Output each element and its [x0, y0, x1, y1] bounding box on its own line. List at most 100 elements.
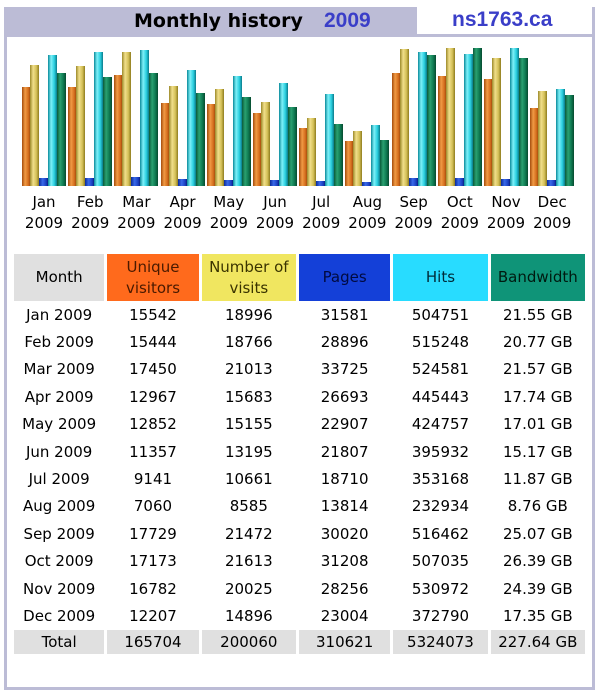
cell-unique-visitors: 16782	[129, 579, 177, 598]
bar-group	[68, 40, 113, 186]
bar-vi	[353, 131, 363, 186]
x-axis-label-year: 2009	[117, 214, 156, 232]
bar-vi	[168, 86, 178, 186]
cell-total-hits: 5324073	[393, 629, 488, 654]
bar-uv	[484, 79, 493, 186]
bar-group	[114, 40, 159, 186]
cell-unique-visitors: 17729	[129, 524, 177, 543]
cell-total-label: Total	[14, 629, 105, 654]
cell-month: Apr 2009	[24, 387, 94, 406]
title-bar-divider	[417, 34, 592, 37]
cell-month: May 2009	[22, 415, 97, 434]
bar-vi	[30, 65, 39, 186]
x-axis-label-month: Nov	[491, 193, 521, 211]
bar-bw	[241, 97, 251, 186]
bar-hi	[186, 70, 196, 186]
bar-group	[391, 40, 437, 186]
bar-group	[530, 40, 575, 186]
x-axis-label-month: Oct	[446, 193, 473, 211]
cell-month: Oct 2009	[24, 552, 94, 571]
cell-visits: 20025	[224, 579, 273, 598]
cell-hits: 515248	[411, 333, 470, 352]
bar-pg	[501, 179, 510, 186]
cell-visits: 15155	[224, 415, 273, 434]
cell-hits: 507035	[411, 552, 470, 571]
x-axis-label-month: Jan	[32, 193, 56, 211]
bar-group	[160, 40, 206, 186]
cell-hits: 424757	[411, 415, 470, 434]
column-header-unique-visitors: Unique visitors	[107, 254, 199, 301]
cell-bandwidth: 21.55 GB	[503, 305, 573, 324]
table-row: Feb 2009 15444 18766 28896 515248 20.77 GB	[14, 328, 585, 355]
bar-vi	[214, 89, 224, 186]
bar-uv	[68, 87, 78, 186]
cell-pages: 22907	[320, 415, 369, 434]
x-axis-label: Jan 2009	[19, 192, 69, 234]
bar-pg	[316, 181, 326, 186]
x-axis-label-year: 2009	[533, 214, 572, 232]
bar-hi	[463, 54, 473, 186]
table-row: May 2009 12852 15155 22907 424757 17.01 GB	[14, 411, 585, 438]
table-row: Apr 2009 12967 15683 26693 445443 17.74 GB	[14, 383, 585, 410]
cell-month: Feb 2009	[24, 333, 94, 352]
x-axis-label-year: 2009	[440, 214, 479, 232]
monthly-bar-chart	[22, 40, 578, 186]
cell-month: Dec 2009	[23, 606, 96, 625]
bar-uv	[114, 75, 124, 186]
bar-pg	[39, 178, 48, 186]
cell-pages: 28256	[320, 579, 369, 598]
bar-hi	[510, 48, 519, 186]
x-axis-label-month: Dec	[537, 193, 567, 211]
bar-uv	[160, 103, 170, 186]
x-axis-label-month: Jul	[312, 193, 331, 211]
cell-visits: 18996	[224, 305, 273, 324]
cell-unique-visitors: 11357	[129, 442, 177, 461]
bar-pg	[177, 179, 187, 186]
table-row: Jul 2009 9141 10661 18710 353168 11.87 GB	[14, 465, 585, 492]
bar-bw	[195, 93, 205, 186]
x-axis-label: Nov 2009	[481, 192, 531, 234]
cell-bandwidth: 25.07 GB	[503, 524, 573, 543]
bar-vi	[445, 48, 455, 186]
cell-hits: 353168	[411, 470, 470, 489]
bar-pg	[131, 177, 141, 186]
x-axis-label-month: May	[213, 193, 245, 211]
bar-hi	[325, 94, 335, 186]
cell-pages: 13814	[320, 497, 369, 516]
bar-bw	[380, 140, 390, 186]
cell-bandwidth: 26.39 GB	[503, 552, 573, 571]
bar-bw	[519, 58, 528, 186]
cell-bandwidth: 11.87 GB	[503, 470, 573, 489]
bar-group	[345, 40, 390, 186]
cell-month: Aug 2009	[23, 497, 96, 516]
x-axis-label-month: Sep	[399, 193, 428, 211]
x-axis-label-year: 2009	[486, 214, 526, 232]
cell-unique-visitors: 17450	[129, 360, 177, 379]
bar-group	[299, 40, 344, 186]
bar-bw	[472, 48, 482, 186]
table-row: Sep 2009 17729 21472 30020 516462 25.07 GB	[14, 520, 585, 547]
bar-uv	[22, 87, 31, 186]
year-label: 2009	[324, 9, 371, 32]
bar-hi	[48, 55, 57, 186]
bar-vi	[261, 102, 270, 186]
bar-hi	[140, 50, 150, 186]
cell-bandwidth: 17.74 GB	[503, 387, 573, 406]
cell-pages: 28896	[320, 333, 369, 352]
x-axis-label-month: Apr	[169, 193, 196, 211]
cell-bandwidth: 24.39 GB	[503, 579, 573, 598]
cell-visits: 15683	[224, 387, 273, 406]
bar-vi	[399, 49, 409, 186]
bar-uv	[206, 104, 216, 186]
bar-pg	[270, 180, 279, 186]
cell-hits: 524581	[411, 360, 470, 379]
cell-pages: 26693	[320, 387, 369, 406]
bar-group	[437, 40, 483, 186]
cell-hits: 395932	[411, 442, 470, 461]
bar-vi	[307, 118, 317, 186]
site-name: ns1763.ca	[452, 8, 553, 31]
bar-vi	[538, 91, 548, 186]
cell-hits: 232934	[411, 497, 470, 516]
cell-month: Mar 2009	[23, 360, 95, 379]
table-header-row: Month Unique visitors Number of visits P…	[14, 254, 585, 301]
